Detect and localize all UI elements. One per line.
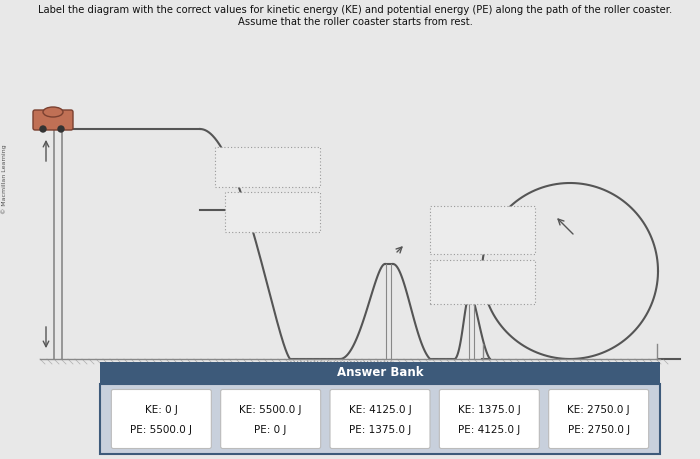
FancyBboxPatch shape — [111, 390, 211, 448]
Bar — [215, 147, 320, 187]
FancyBboxPatch shape — [330, 390, 430, 448]
Ellipse shape — [43, 107, 63, 117]
Text: PE: 1375.0 J: PE: 1375.0 J — [349, 425, 411, 435]
Circle shape — [40, 126, 46, 132]
Bar — [225, 192, 320, 232]
Text: Answer Bank: Answer Bank — [337, 366, 424, 380]
Text: © Macmillan Learning: © Macmillan Learning — [1, 144, 7, 214]
Text: KE: 5500.0 J: KE: 5500.0 J — [239, 405, 302, 414]
Text: PE: 0 J: PE: 0 J — [255, 425, 287, 435]
Text: PE: 5500.0 J: PE: 5500.0 J — [130, 425, 192, 435]
FancyBboxPatch shape — [220, 390, 321, 448]
Bar — [100, 362, 660, 384]
Bar — [430, 206, 535, 254]
Bar — [430, 260, 535, 304]
Text: PE: 2750.0 J: PE: 2750.0 J — [568, 425, 630, 435]
FancyBboxPatch shape — [549, 390, 649, 448]
Text: KE: 0 J: KE: 0 J — [145, 405, 178, 414]
FancyBboxPatch shape — [440, 390, 539, 448]
Text: KE: 4125.0 J: KE: 4125.0 J — [349, 405, 412, 414]
Bar — [100, 384, 660, 454]
Circle shape — [58, 126, 64, 132]
Text: Label the diagram with the correct values for kinetic energy (KE) and potential : Label the diagram with the correct value… — [38, 5, 672, 15]
Text: Assume that the roller coaster starts from rest.: Assume that the roller coaster starts fr… — [237, 17, 472, 27]
FancyBboxPatch shape — [33, 110, 73, 130]
Text: PE: 4125.0 J: PE: 4125.0 J — [458, 425, 521, 435]
Text: KE: 1375.0 J: KE: 1375.0 J — [458, 405, 521, 414]
Text: KE: 2750.0 J: KE: 2750.0 J — [568, 405, 630, 414]
Bar — [288, 361, 393, 404]
